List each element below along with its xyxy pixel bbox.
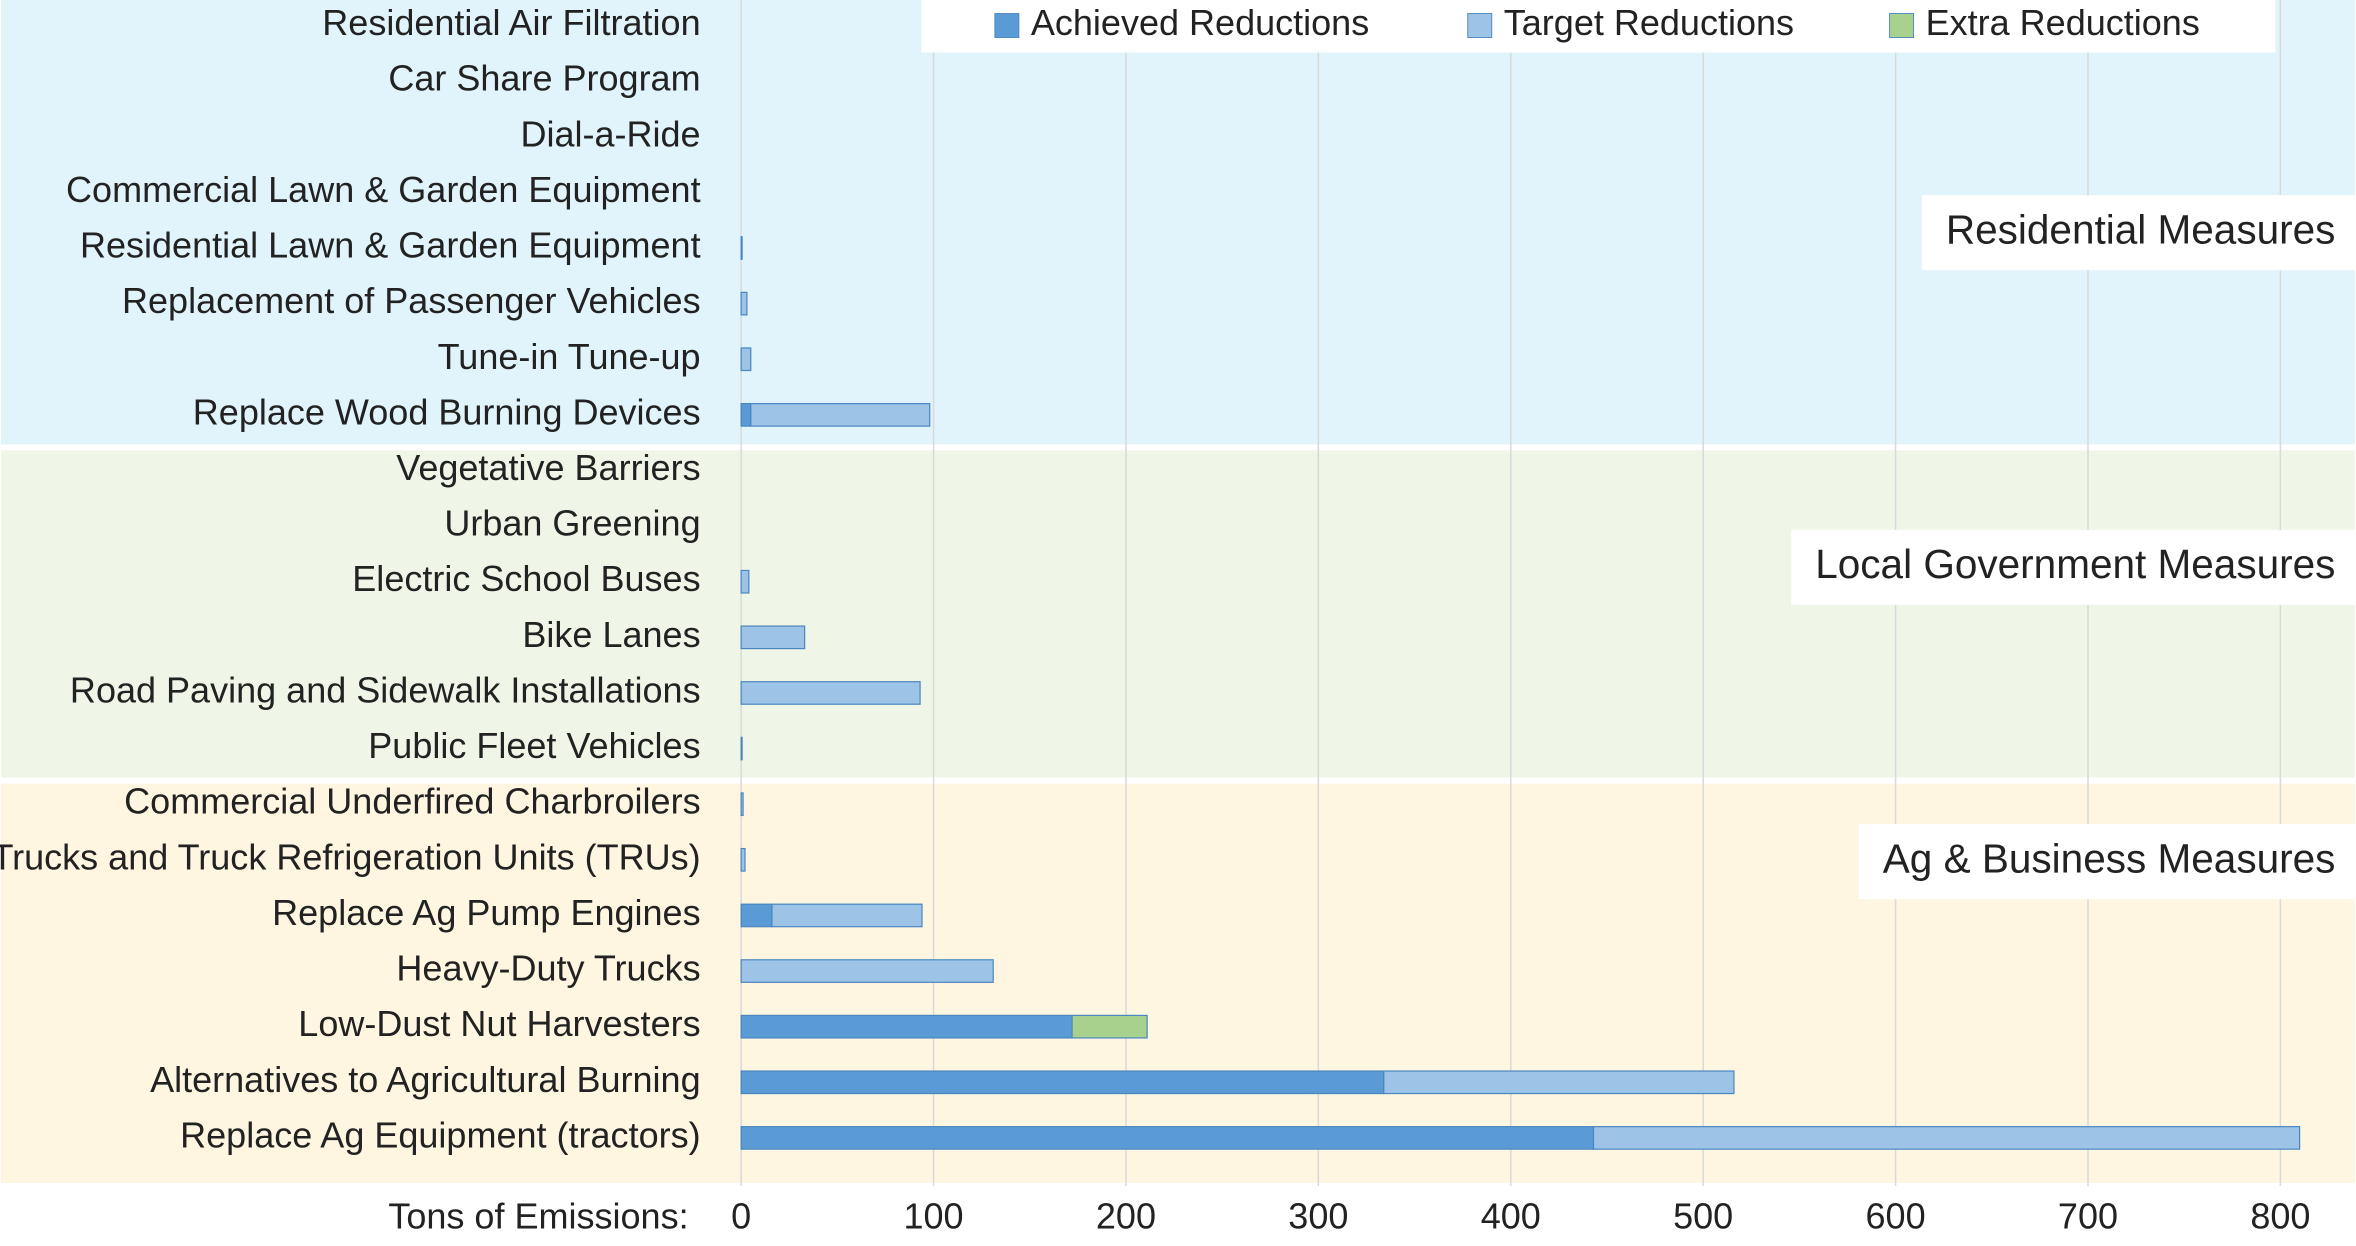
y-tick-label: Trucks and Truck Refrigeration Units (TR… <box>0 836 701 877</box>
bar-segment <box>740 625 806 650</box>
bar-segment <box>740 569 750 594</box>
group-label: Ag & Business Measures <box>1883 835 2336 881</box>
x-tick-label: 500 <box>1673 1195 1733 1236</box>
legend-swatch <box>1889 13 1915 38</box>
y-tick-label: Replacement of Passenger Vehicles <box>122 280 701 321</box>
bar-segment <box>740 1014 1073 1039</box>
bar-segment <box>740 959 994 983</box>
x-tick-label: 200 <box>1096 1195 1156 1236</box>
group-label-box <box>1791 529 2355 605</box>
bar-segment <box>1383 1070 1735 1095</box>
group-label: Residential Measures <box>1946 206 2336 252</box>
y-tick-label: Road Paving and Sidewalk Installations <box>70 669 701 710</box>
y-tick-label: Public Fleet Vehicles <box>368 725 700 766</box>
bar-segment <box>740 347 752 372</box>
bar-segment <box>740 681 921 705</box>
bar-segment <box>740 736 743 761</box>
y-tick-label: Alternatives to Agricultural Burning <box>150 1059 701 1100</box>
y-tick-label: Vegetative Barriers <box>396 447 700 488</box>
y-tick-label: Replace Ag Equipment (tractors) <box>180 1114 700 1155</box>
legend-label: Extra Reductions <box>1926 2 2200 43</box>
bar-segment <box>1592 1126 2301 1150</box>
legend-swatch <box>994 13 1020 38</box>
bar-segment <box>740 402 752 427</box>
bar-segment <box>1071 1014 1148 1039</box>
x-tick-label: 800 <box>2250 1195 2310 1236</box>
y-tick-label: Electric School Buses <box>352 558 700 599</box>
legend-box <box>921 0 2276 53</box>
y-tick-label: Bike Lanes <box>522 614 700 655</box>
y-tick-label: Car Share Program <box>388 58 700 99</box>
bars <box>740 236 2301 1150</box>
x-tick-label: 600 <box>1866 1195 1926 1236</box>
group-label: Local Government Measures <box>1815 541 2335 587</box>
y-tick-label: Commercial Lawn & Garden Equipment <box>66 169 701 210</box>
legend-swatch <box>1467 13 1493 38</box>
group-background <box>1 450 2355 778</box>
bar-segment <box>740 792 744 817</box>
bar-segment <box>740 903 773 928</box>
legend-label: Target Reductions <box>1504 2 1794 43</box>
y-tick-label: Low-Dust Nut Harvesters <box>298 1003 700 1044</box>
y-tick-label: Dial-a-Ride <box>520 113 700 154</box>
bar-segment <box>750 402 931 427</box>
y-tick-label: Replace Ag Pump Engines <box>272 892 700 933</box>
y-tick-label: Replace Wood Burning Devices <box>193 391 701 432</box>
bar-segment <box>740 291 748 316</box>
bar-segment <box>740 1126 1595 1150</box>
x-tick-label: 300 <box>1288 1195 1348 1236</box>
legend: Achieved Reductions Target Reductions Extr… <box>921 0 2276 53</box>
x-tick-label: 0 <box>731 1195 751 1236</box>
y-tick-label: Residential Air Filtration <box>322 2 700 43</box>
x-tick-label: 400 <box>1481 1195 1541 1236</box>
x-tick-label: 700 <box>2058 1195 2118 1236</box>
y-tick-label: Urban Greening <box>444 503 700 544</box>
bar-segment <box>771 903 923 928</box>
group-label-box <box>1858 824 2355 900</box>
y-tick-label: Commercial Underfired Charbroilers <box>124 781 700 822</box>
y-tick-label: Residential Lawn & Garden Equipment <box>80 225 701 266</box>
bar-segment <box>740 847 746 872</box>
y-tick-label: Tune-in Tune-up <box>438 336 701 377</box>
group-label-box <box>1921 195 2355 271</box>
legend-label: Achieved Reductions <box>1031 2 1369 43</box>
x-tick-label: 100 <box>904 1195 964 1236</box>
x-axis-label: Tons of Emissions: <box>388 1195 688 1236</box>
bar-segment <box>740 236 743 260</box>
y-tick-label: Heavy-Duty Trucks <box>396 948 700 989</box>
bar-segment <box>740 1070 1385 1095</box>
